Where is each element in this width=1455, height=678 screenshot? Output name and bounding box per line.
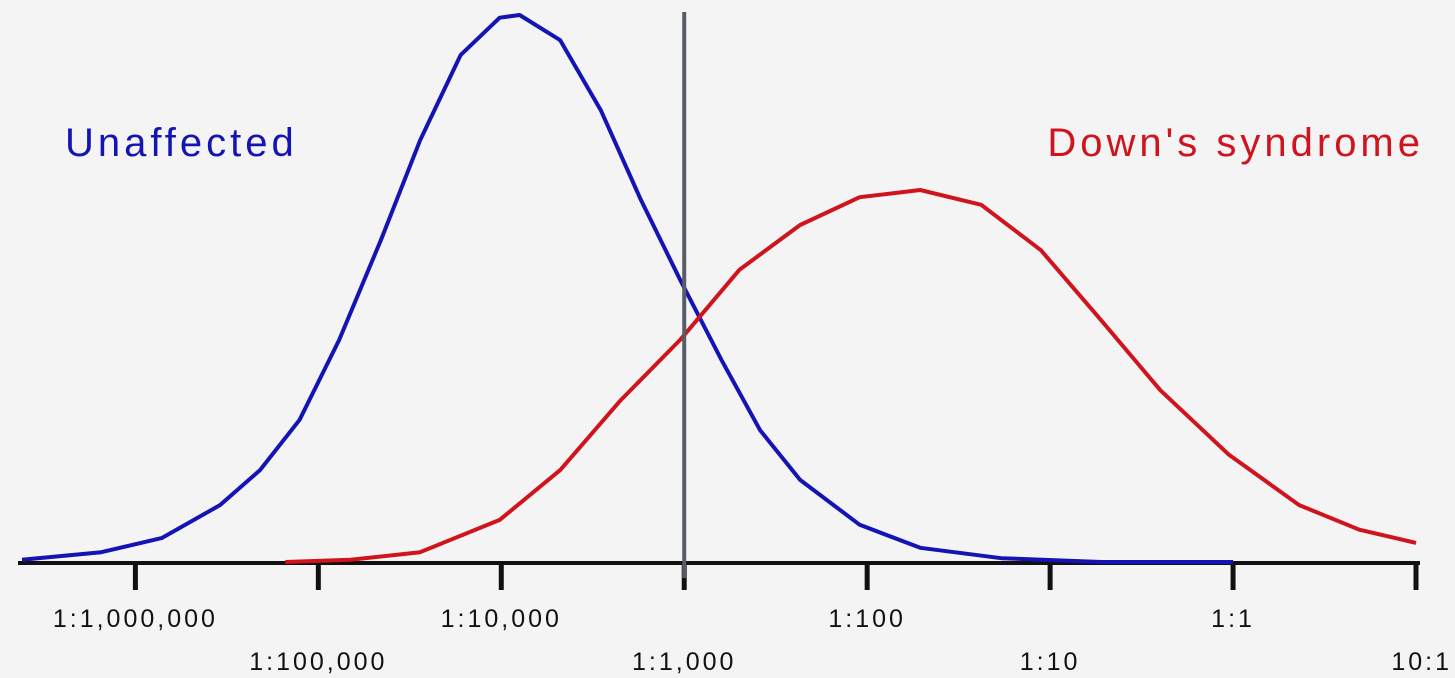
x-tick-label: 1:100 [828,605,906,633]
x-tick-label: 1:10 [1020,648,1081,676]
series-label: Unaffected [65,121,298,165]
x-tick-label: 1:1 [1211,605,1255,633]
x-tick-label: 1:1,000 [632,648,736,676]
x-tick-label: 1:1,000,000 [53,605,218,633]
series-line [21,13,1234,564]
x-tick-label: 10:1 [1391,648,1452,676]
x-tick-label: 1:10,000 [441,605,562,633]
series-line [285,188,1417,564]
series-label: Down's syndrome [1047,121,1424,165]
x-tick-label: 1:100,000 [249,648,387,676]
